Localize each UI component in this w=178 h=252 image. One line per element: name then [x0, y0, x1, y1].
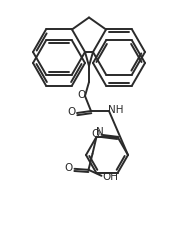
Text: O: O — [91, 129, 100, 139]
Text: N: N — [96, 127, 103, 137]
Text: NH: NH — [108, 105, 124, 115]
Text: O: O — [77, 90, 85, 100]
Text: OH: OH — [103, 172, 119, 182]
Text: O: O — [68, 107, 76, 117]
Text: O: O — [64, 163, 73, 173]
